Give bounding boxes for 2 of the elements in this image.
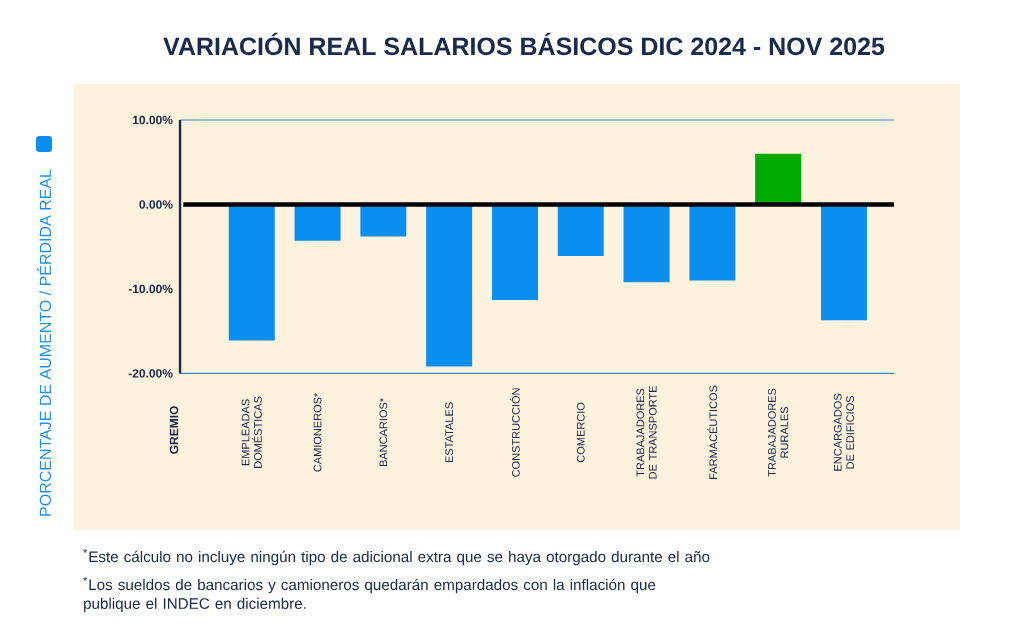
legend-label: PORCENTAJE DE AUMENTO / PÉRDIDA REAL [37,169,52,516]
chart-title: VARIACIÓN REAL SALARIOS BÁSICOS DIC 2024 - NOV 2025 [163,32,885,56]
